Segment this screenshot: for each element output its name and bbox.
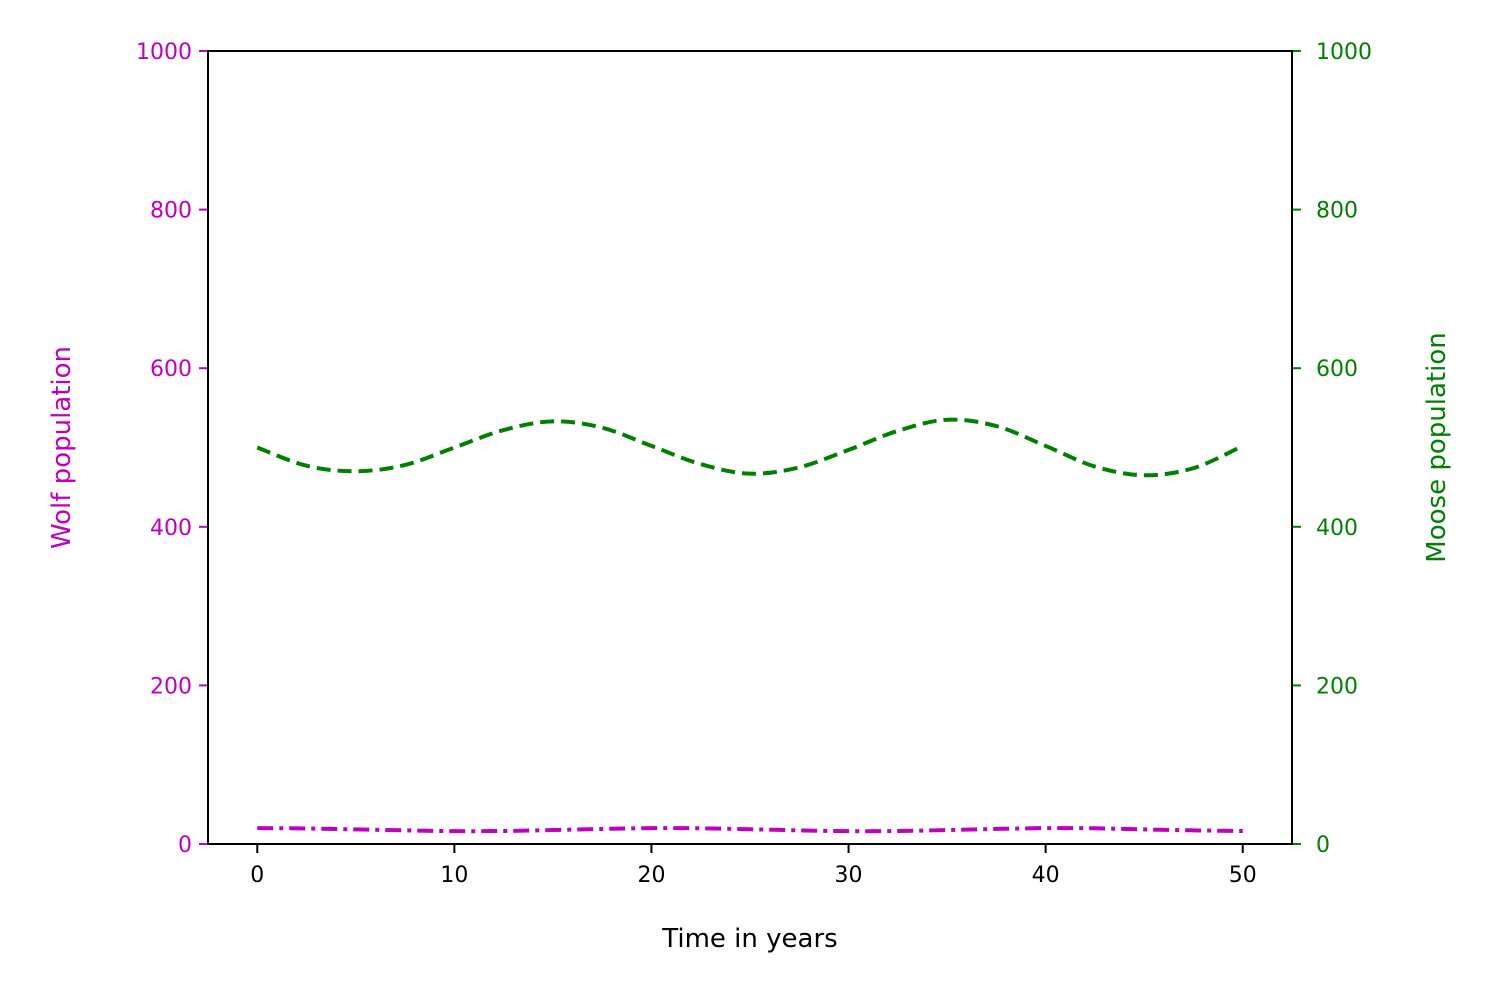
y-tick-label-right: 200	[1316, 674, 1358, 699]
y-tick-label-left: 200	[150, 674, 192, 699]
y-tick-label-right: 1000	[1316, 40, 1372, 65]
y-tick-label-right: 400	[1316, 516, 1358, 541]
x-axis-label: Time in years	[661, 924, 837, 954]
x-tick-label: 50	[1229, 863, 1257, 888]
ticks: 0 10 20 30 40 50 0 200 400 600 800 1000 0 200 400 600 80…	[136, 40, 1372, 888]
x-tick-label: 0	[250, 863, 264, 888]
x-tick-label: 40	[1032, 863, 1060, 888]
y-tick-label-left: 1000	[136, 40, 192, 65]
y-axis-label-right: Moose population	[1422, 332, 1452, 562]
y-tick-label-left: 400	[150, 516, 192, 541]
y-tick-label-right: 800	[1316, 199, 1358, 224]
x-tick-label: 10	[440, 863, 468, 888]
wolf-series-line	[257, 826, 1243, 834]
y-tick-label-left: 0	[178, 833, 192, 858]
moose-series-line	[256, 417, 1244, 478]
y-tick-label-left: 800	[150, 199, 192, 224]
y-tick-label-right: 600	[1316, 357, 1358, 382]
plot-frame	[207, 50, 1293, 845]
plot-lines	[256, 417, 1244, 834]
y-tick-label-left: 600	[150, 357, 192, 382]
y-axis-label-left: Wolf population	[47, 346, 77, 549]
x-tick-label: 30	[835, 863, 863, 888]
y-tick-label-right: 0	[1316, 833, 1330, 858]
x-tick-label: 20	[637, 863, 665, 888]
